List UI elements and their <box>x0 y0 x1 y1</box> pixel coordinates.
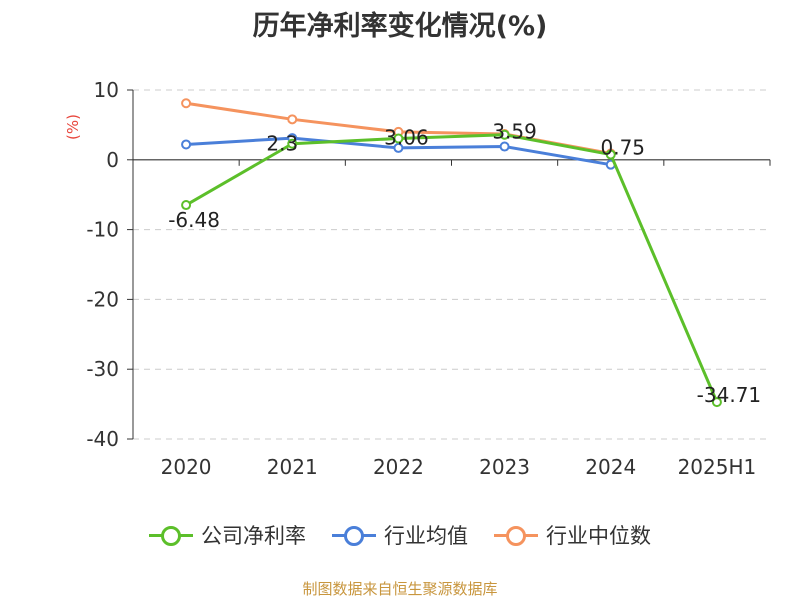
data-point <box>711 397 722 408</box>
data-label: 0.75 <box>600 136 645 160</box>
legend-item[interactable]: 行业均值 <box>332 520 468 550</box>
y-axis-label: (%) <box>64 114 82 140</box>
data-point <box>605 149 616 160</box>
y-tick-label: -10 <box>86 218 119 242</box>
data-point <box>181 139 192 150</box>
data-label: 3.59 <box>492 120 537 144</box>
y-tick-label: 0 <box>106 148 119 172</box>
legend-item[interactable]: 公司净利率 <box>149 520 306 550</box>
data-point <box>499 141 510 152</box>
x-tick-label: 2021 <box>267 455 318 479</box>
legend-item[interactable]: 行业中位数 <box>494 520 651 550</box>
x-tick-label: 2020 <box>161 455 212 479</box>
y-tick-label: -30 <box>86 357 119 381</box>
legend-marker-icon <box>332 525 376 546</box>
data-label: 3.06 <box>384 125 429 149</box>
legend-label: 行业中位数 <box>546 524 651 548</box>
legend-label: 公司净利率 <box>201 524 306 548</box>
x-tick-label: 2022 <box>373 455 424 479</box>
chart-title: 历年净利率变化情况(%) <box>252 11 548 42</box>
x-tick-label: 2025H1 <box>678 455 757 479</box>
legend-marker-icon <box>494 525 538 546</box>
x-tick-label: 2023 <box>479 455 530 479</box>
y-tick-label: 10 <box>94 78 119 102</box>
source-footer: 制图数据来自恒生聚源数据库 <box>302 580 498 598</box>
data-point <box>287 114 298 125</box>
data-point <box>181 200 192 211</box>
data-label: -34.71 <box>697 383 761 407</box>
legend-marker-icon <box>149 525 193 546</box>
series-line <box>185 133 719 403</box>
data-point <box>181 98 192 109</box>
data-point <box>287 138 298 149</box>
data-label: 2.3 <box>266 132 298 156</box>
y-tick-label: -20 <box>86 287 119 311</box>
data-point <box>393 142 404 153</box>
data-label: -6.48 <box>168 208 220 232</box>
data-point <box>499 129 510 140</box>
x-tick-label: 2024 <box>585 455 636 479</box>
data-point <box>393 133 404 144</box>
y-tick-label: -40 <box>86 427 119 451</box>
chart-legend: 公司净利率 行业均值 行业中位数 <box>0 520 800 550</box>
legend-label: 行业均值 <box>384 524 468 548</box>
